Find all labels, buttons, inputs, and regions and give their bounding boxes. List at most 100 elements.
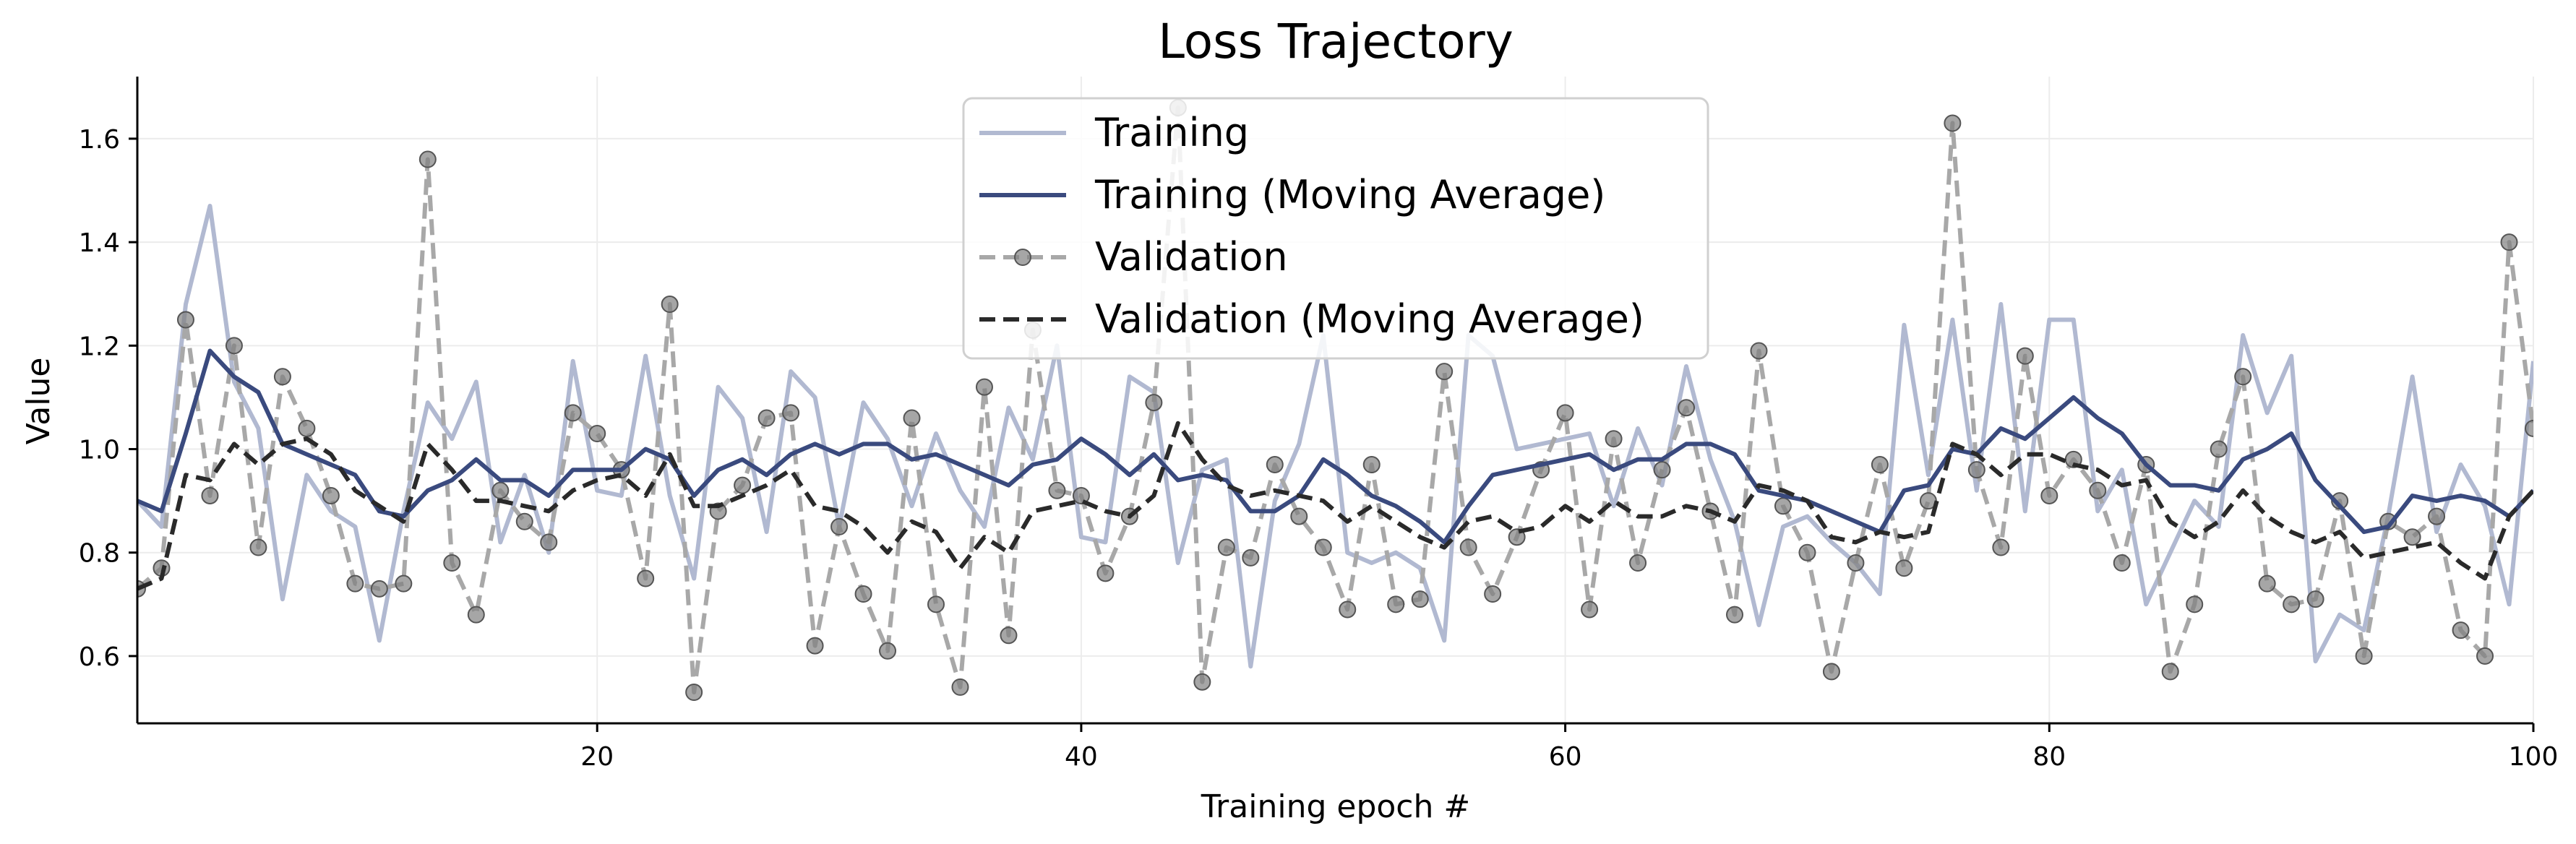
validation-point bbox=[661, 296, 679, 314]
validation-point bbox=[2283, 595, 2301, 613]
validation-point bbox=[1944, 114, 1962, 132]
validation-point bbox=[273, 368, 291, 386]
validation-point bbox=[1774, 497, 1792, 515]
validation-point bbox=[1096, 564, 1115, 582]
legend-item-training: Training bbox=[979, 110, 1249, 155]
validation-point bbox=[467, 606, 485, 624]
y-tick-label: 1.0 bbox=[79, 436, 120, 465]
training-line bbox=[137, 204, 2533, 669]
chart-title: Loss Trajectory bbox=[1158, 14, 1514, 69]
validation-point bbox=[1314, 538, 1332, 556]
legend-item-training-moving-average: Training (Moving Average) bbox=[979, 172, 1605, 218]
validation-point bbox=[1798, 543, 1816, 561]
validation-point bbox=[225, 337, 243, 355]
legend-box bbox=[962, 97, 1709, 360]
x-tick-label: 20 bbox=[580, 742, 614, 772]
x-tick-label: 40 bbox=[1065, 742, 1098, 772]
x-axis-ticks: 20 40 60 80 100 bbox=[580, 723, 2558, 772]
training-moving-average-line bbox=[137, 348, 2533, 545]
validation-point bbox=[637, 569, 655, 587]
validation-point bbox=[2113, 554, 2131, 572]
validation-point bbox=[2210, 440, 2228, 458]
validation-point bbox=[1266, 456, 1284, 473]
x-tick-label: 80 bbox=[2032, 742, 2066, 772]
x-tick-label: 100 bbox=[2509, 742, 2559, 772]
validation-point bbox=[2040, 486, 2058, 504]
validation-point bbox=[685, 684, 703, 702]
validation-point bbox=[298, 419, 316, 437]
validation-point bbox=[854, 585, 872, 603]
validation-point bbox=[1822, 663, 1840, 681]
validation-point bbox=[2476, 647, 2494, 665]
validation-point bbox=[1000, 626, 1018, 645]
validation-point bbox=[249, 538, 267, 556]
validation-point bbox=[322, 486, 340, 504]
validation-point bbox=[734, 476, 752, 494]
validation-point bbox=[1362, 456, 1381, 473]
validation-point bbox=[540, 533, 558, 551]
legend-item-validation: Validation bbox=[979, 234, 1288, 280]
validation-point bbox=[975, 378, 993, 396]
validation-point bbox=[830, 517, 849, 535]
validation-point bbox=[346, 574, 364, 593]
validation-point bbox=[1242, 548, 1260, 567]
validation-point bbox=[1581, 600, 1599, 619]
validation-point bbox=[806, 637, 824, 655]
validation-point bbox=[2355, 647, 2373, 665]
validation-point bbox=[757, 409, 776, 427]
validation-point bbox=[1290, 507, 1308, 525]
validation-point bbox=[2089, 481, 2107, 499]
validation-point bbox=[418, 150, 437, 168]
validation-point bbox=[2428, 507, 2446, 525]
validation-line bbox=[137, 106, 2533, 694]
validation-point bbox=[1339, 600, 1357, 619]
validation-point bbox=[1145, 394, 1163, 412]
x-tick-label: 60 bbox=[1549, 742, 1582, 772]
validation-point bbox=[2186, 595, 2204, 613]
validation-point bbox=[1629, 554, 1647, 572]
validation-point bbox=[1387, 595, 1405, 613]
validation-point bbox=[1459, 538, 1477, 556]
validation-point bbox=[1193, 673, 1211, 691]
validation-point bbox=[2161, 663, 2179, 681]
validation-point bbox=[2258, 574, 2276, 593]
validation-point bbox=[2306, 590, 2324, 608]
validation-point bbox=[1992, 538, 2010, 556]
validation-point bbox=[2452, 621, 2470, 640]
validation-point bbox=[1967, 461, 1985, 479]
validation-point bbox=[2500, 233, 2518, 251]
validation-point bbox=[2525, 419, 2533, 437]
validation-point bbox=[1605, 430, 1623, 448]
validation-point bbox=[395, 574, 413, 593]
validation-point bbox=[2234, 368, 2252, 386]
validation-point bbox=[903, 409, 921, 427]
validation-point bbox=[951, 678, 969, 696]
legend-label-validation: Validation bbox=[1095, 234, 1288, 280]
x-axis-label: Training epoch # bbox=[1201, 788, 1470, 825]
y-axis-ticks: 0.6 0.8 1.0 1.2 1.4 1.6 bbox=[79, 125, 137, 672]
validation-point bbox=[1411, 590, 1429, 608]
validation-point bbox=[1847, 554, 1865, 572]
validation-point bbox=[588, 425, 606, 443]
y-tick-label: 0.6 bbox=[79, 642, 120, 672]
validation-point bbox=[927, 595, 945, 613]
validation-point bbox=[879, 642, 897, 660]
validation-point bbox=[1556, 404, 1574, 422]
validation-point bbox=[1048, 481, 1066, 499]
legend-item-validation-moving-average: Validation (Moving Average) bbox=[979, 296, 1644, 342]
validation-point bbox=[1750, 342, 1768, 360]
legend-label-training-moving-average: Training (Moving Average) bbox=[1094, 172, 1605, 218]
y-tick-label: 1.2 bbox=[79, 332, 120, 361]
y-axis-label: Value bbox=[20, 358, 57, 445]
validation-point bbox=[1895, 559, 1913, 577]
legend-marker-validation bbox=[1014, 249, 1031, 266]
validation-point bbox=[1871, 456, 1889, 473]
y-tick-label: 0.8 bbox=[79, 539, 120, 569]
validation-point bbox=[2016, 347, 2034, 365]
validation-point bbox=[1072, 486, 1090, 504]
validation-point bbox=[491, 481, 510, 499]
validation-point bbox=[782, 404, 800, 422]
validation-point bbox=[1653, 461, 1671, 479]
validation-point bbox=[515, 512, 533, 530]
